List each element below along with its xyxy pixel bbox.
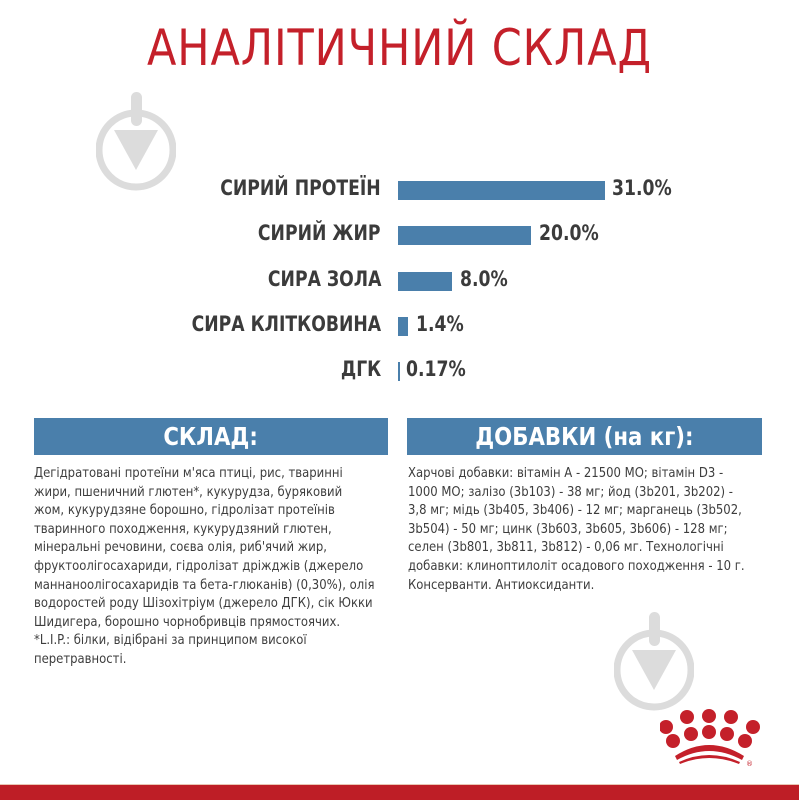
text-line: Консерванти. Антиоксиданти. (408, 577, 595, 593)
bar-label: СИРА ЗОЛА (267, 267, 381, 291)
bar (398, 362, 400, 381)
text-line: Харчові добавки: вітамін А - 21500 МО; в… (408, 466, 724, 481)
chart-row-dha: ДГК 0.17% (0, 351, 799, 395)
bar-value: 0.17% (406, 357, 466, 381)
composition-header: СКЛАД: (34, 418, 388, 455)
bar (398, 181, 605, 200)
bar-label: СИРИЙ ЖИР (258, 221, 381, 245)
bar-label: ДГК (340, 357, 381, 381)
text-line: 3,8 мг; мідь (3b405, 3b406) - 12 мг; мар… (408, 503, 742, 519)
bar (398, 226, 531, 245)
footer-bar (0, 784, 799, 800)
composition-header-label: СКЛАД: (163, 422, 259, 451)
page-title: АНАЛІТИЧНИЙ СКЛАД (147, 19, 652, 77)
bar-value: 20.0% (539, 221, 599, 245)
bar (398, 272, 452, 291)
text-line: мінеральні речовини, соєва олія, риб'ячи… (34, 540, 327, 556)
download-watermark-icon (614, 612, 694, 711)
trademark-symbol: ® (746, 760, 753, 768)
text-line: перетравності. (34, 651, 127, 667)
chart-row-crude-fiber: СИРА КЛІТКОВИНА 1.4% (0, 306, 799, 350)
additives-text: Харчові добавки: вітамін А - 21500 МО; в… (408, 465, 745, 595)
text-line: жири, пшеничний глютен*, кукурудза, буря… (34, 484, 343, 500)
text-line: тваринного походження, кукурудзяний глют… (34, 521, 332, 537)
composition-text: Дегідратовані протеїни м'яса птиці, рис,… (34, 465, 374, 670)
text-line: 3b504) - 50 мг; цинк (3b603, 3b605, 3b60… (408, 521, 728, 537)
text-line: водоростей роду Шізохітріум (джерело ДГК… (34, 596, 373, 612)
text-line: 1000 МО; залізо (3b103) - 38 мг; йод (3b… (408, 484, 733, 500)
bar-value: 8.0% (460, 267, 508, 291)
bar-value: 31.0% (612, 176, 672, 200)
text-line: добавки: клиноптилоліт осадового походже… (408, 558, 745, 574)
royal-canin-crown-logo-icon: ® (660, 709, 760, 768)
additives-header: ДОБАВКИ (на кг): (407, 418, 762, 455)
additives-header-label: ДОБАВКИ (на кг): (475, 422, 694, 451)
text-line: фруктоолігосахариди, гідролізат дріжджів… (34, 558, 364, 574)
chart-row-crude-fat: СИРИЙ ЖИР 20.0% (0, 215, 799, 259)
chart-row-crude-ash: СИРА ЗОЛА 8.0% (0, 261, 799, 305)
text-line: Шидигера, борошно чорнобривців прямостоя… (34, 614, 341, 630)
text-line: жом, кукурудзяне борошно, гідролізат про… (34, 503, 335, 519)
download-watermark-icon (96, 92, 176, 191)
bar-value: 1.4% (416, 312, 464, 336)
bar-label: СИРИЙ ПРОТЕЇН (220, 176, 381, 200)
bar-label: СИРА КЛІТКОВИНА (191, 312, 381, 336)
text-line: селен (3b801, 3b811, 3b812) - 0,06 мг. Т… (408, 540, 724, 556)
chart-row-crude-protein: СИРИЙ ПРОТЕЇН 31.0% (0, 170, 799, 214)
text-line: *L.I.P.: білки, відібрані за принципом в… (34, 633, 307, 649)
text-line: маннаноолігосахаридів та бета-глюканів) … (34, 577, 375, 593)
analytical-composition-chart: СИРИЙ ПРОТЕЇН 31.0% СИРИЙ ЖИР 20.0% СИРА… (0, 170, 799, 390)
bar (398, 317, 408, 336)
text-line: Дегідратовані протеїни м'яса птиці, рис,… (34, 466, 343, 481)
